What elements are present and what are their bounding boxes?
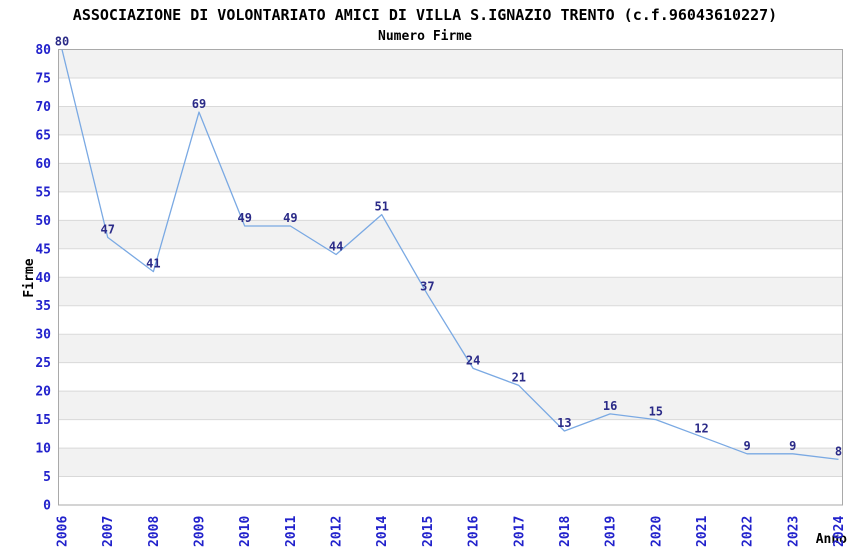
- data-label: 49: [283, 211, 297, 225]
- data-label: 9: [743, 439, 750, 453]
- data-label: 9: [789, 439, 796, 453]
- data-label: 37: [420, 279, 434, 293]
- x-tick-label: 2020: [649, 516, 664, 547]
- plot-border: [58, 49, 843, 506]
- data-label: 12: [694, 422, 708, 436]
- data-label: 24: [466, 353, 480, 367]
- y-tick-label: 25: [35, 356, 51, 371]
- y-tick-label: 35: [35, 299, 51, 314]
- y-tick-label: 30: [35, 328, 51, 343]
- x-tick-label: 2015: [421, 516, 436, 547]
- y-axis-tick-labels: 0 5 10 15 20 25 30 35 40 45 50 55 60 65 70 75 80: [35, 43, 51, 514]
- y-axis-label: Firme: [22, 258, 37, 297]
- y-tick-label: 50: [35, 214, 51, 229]
- x-axis-label: Anno: [816, 532, 847, 547]
- grid-band: [58, 277, 843, 306]
- data-point-labels: 80 47 41 69 49 49 44 51 37 24 21 13 16 15 12 9 9 8: [55, 35, 842, 459]
- y-tick-label: 0: [43, 499, 51, 514]
- grid-band: [58, 106, 843, 135]
- x-tick-label: 2008: [147, 516, 162, 547]
- data-label: 16: [603, 399, 617, 413]
- data-label: 69: [192, 97, 206, 111]
- gridlines: [58, 77, 843, 478]
- data-label: 41: [146, 257, 160, 271]
- chart-subtitle: Numero Firme: [378, 29, 472, 44]
- grid-band: [58, 220, 843, 249]
- data-label: 8: [835, 444, 842, 458]
- x-tick-label: 2009: [193, 516, 208, 547]
- x-axis-tick-labels: 2006 2007 2008 2009 2010 2011 2012 2014 2015 2016…: [56, 516, 848, 547]
- x-tick-label: 2019: [604, 516, 619, 547]
- data-line: [61, 49, 839, 461]
- data-label: 15: [649, 405, 663, 419]
- data-label: 13: [557, 416, 571, 430]
- y-tick-label: 10: [35, 442, 51, 457]
- data-label: 49: [237, 211, 251, 225]
- data-label: 47: [100, 222, 114, 236]
- grid-band: [58, 163, 843, 192]
- y-tick-label: 15: [35, 413, 51, 428]
- y-tick-label: 70: [35, 100, 51, 115]
- data-label: 44: [329, 240, 343, 254]
- x-tick-label: 2024: [832, 516, 847, 547]
- x-tick-label: 2017: [512, 516, 527, 547]
- data-label: 51: [374, 200, 388, 214]
- y-tick-label: 60: [35, 157, 51, 172]
- data-series: [61, 49, 839, 461]
- grid-band: [58, 49, 843, 78]
- data-label: 21: [512, 370, 526, 384]
- x-tick-label: 2022: [741, 516, 756, 547]
- x-tick-label: 2007: [101, 516, 116, 547]
- x-tick-label: 2014: [375, 516, 390, 547]
- x-tick-label: 2016: [467, 516, 482, 547]
- x-tick-label: 2023: [786, 516, 801, 547]
- x-tick-label: 2021: [695, 516, 710, 547]
- x-tick-label: 2018: [558, 516, 573, 547]
- x-tick-label: 2010: [238, 516, 253, 547]
- grid-band: [58, 334, 843, 363]
- y-tick-label: 20: [35, 385, 51, 400]
- y-tick-label: 40: [35, 271, 51, 286]
- y-tick-label: 75: [35, 72, 51, 87]
- data-label: 80: [55, 35, 69, 49]
- x-tick-label: 2012: [330, 516, 345, 547]
- y-tick-label: 80: [35, 43, 51, 58]
- grid-band: [58, 391, 843, 420]
- y-tick-label: 5: [43, 470, 51, 485]
- y-tick-label: 55: [35, 185, 51, 200]
- chart-title: ASSOCIAZIONE DI VOLONTARIATO AMICI DI VI…: [73, 6, 777, 24]
- x-tick-label: 2006: [56, 516, 71, 547]
- grid-band: [58, 448, 843, 477]
- x-tick-label: 2011: [284, 516, 299, 547]
- y-tick-label: 45: [35, 242, 51, 257]
- y-tick-label: 65: [35, 128, 51, 143]
- background-bands: [58, 49, 843, 477]
